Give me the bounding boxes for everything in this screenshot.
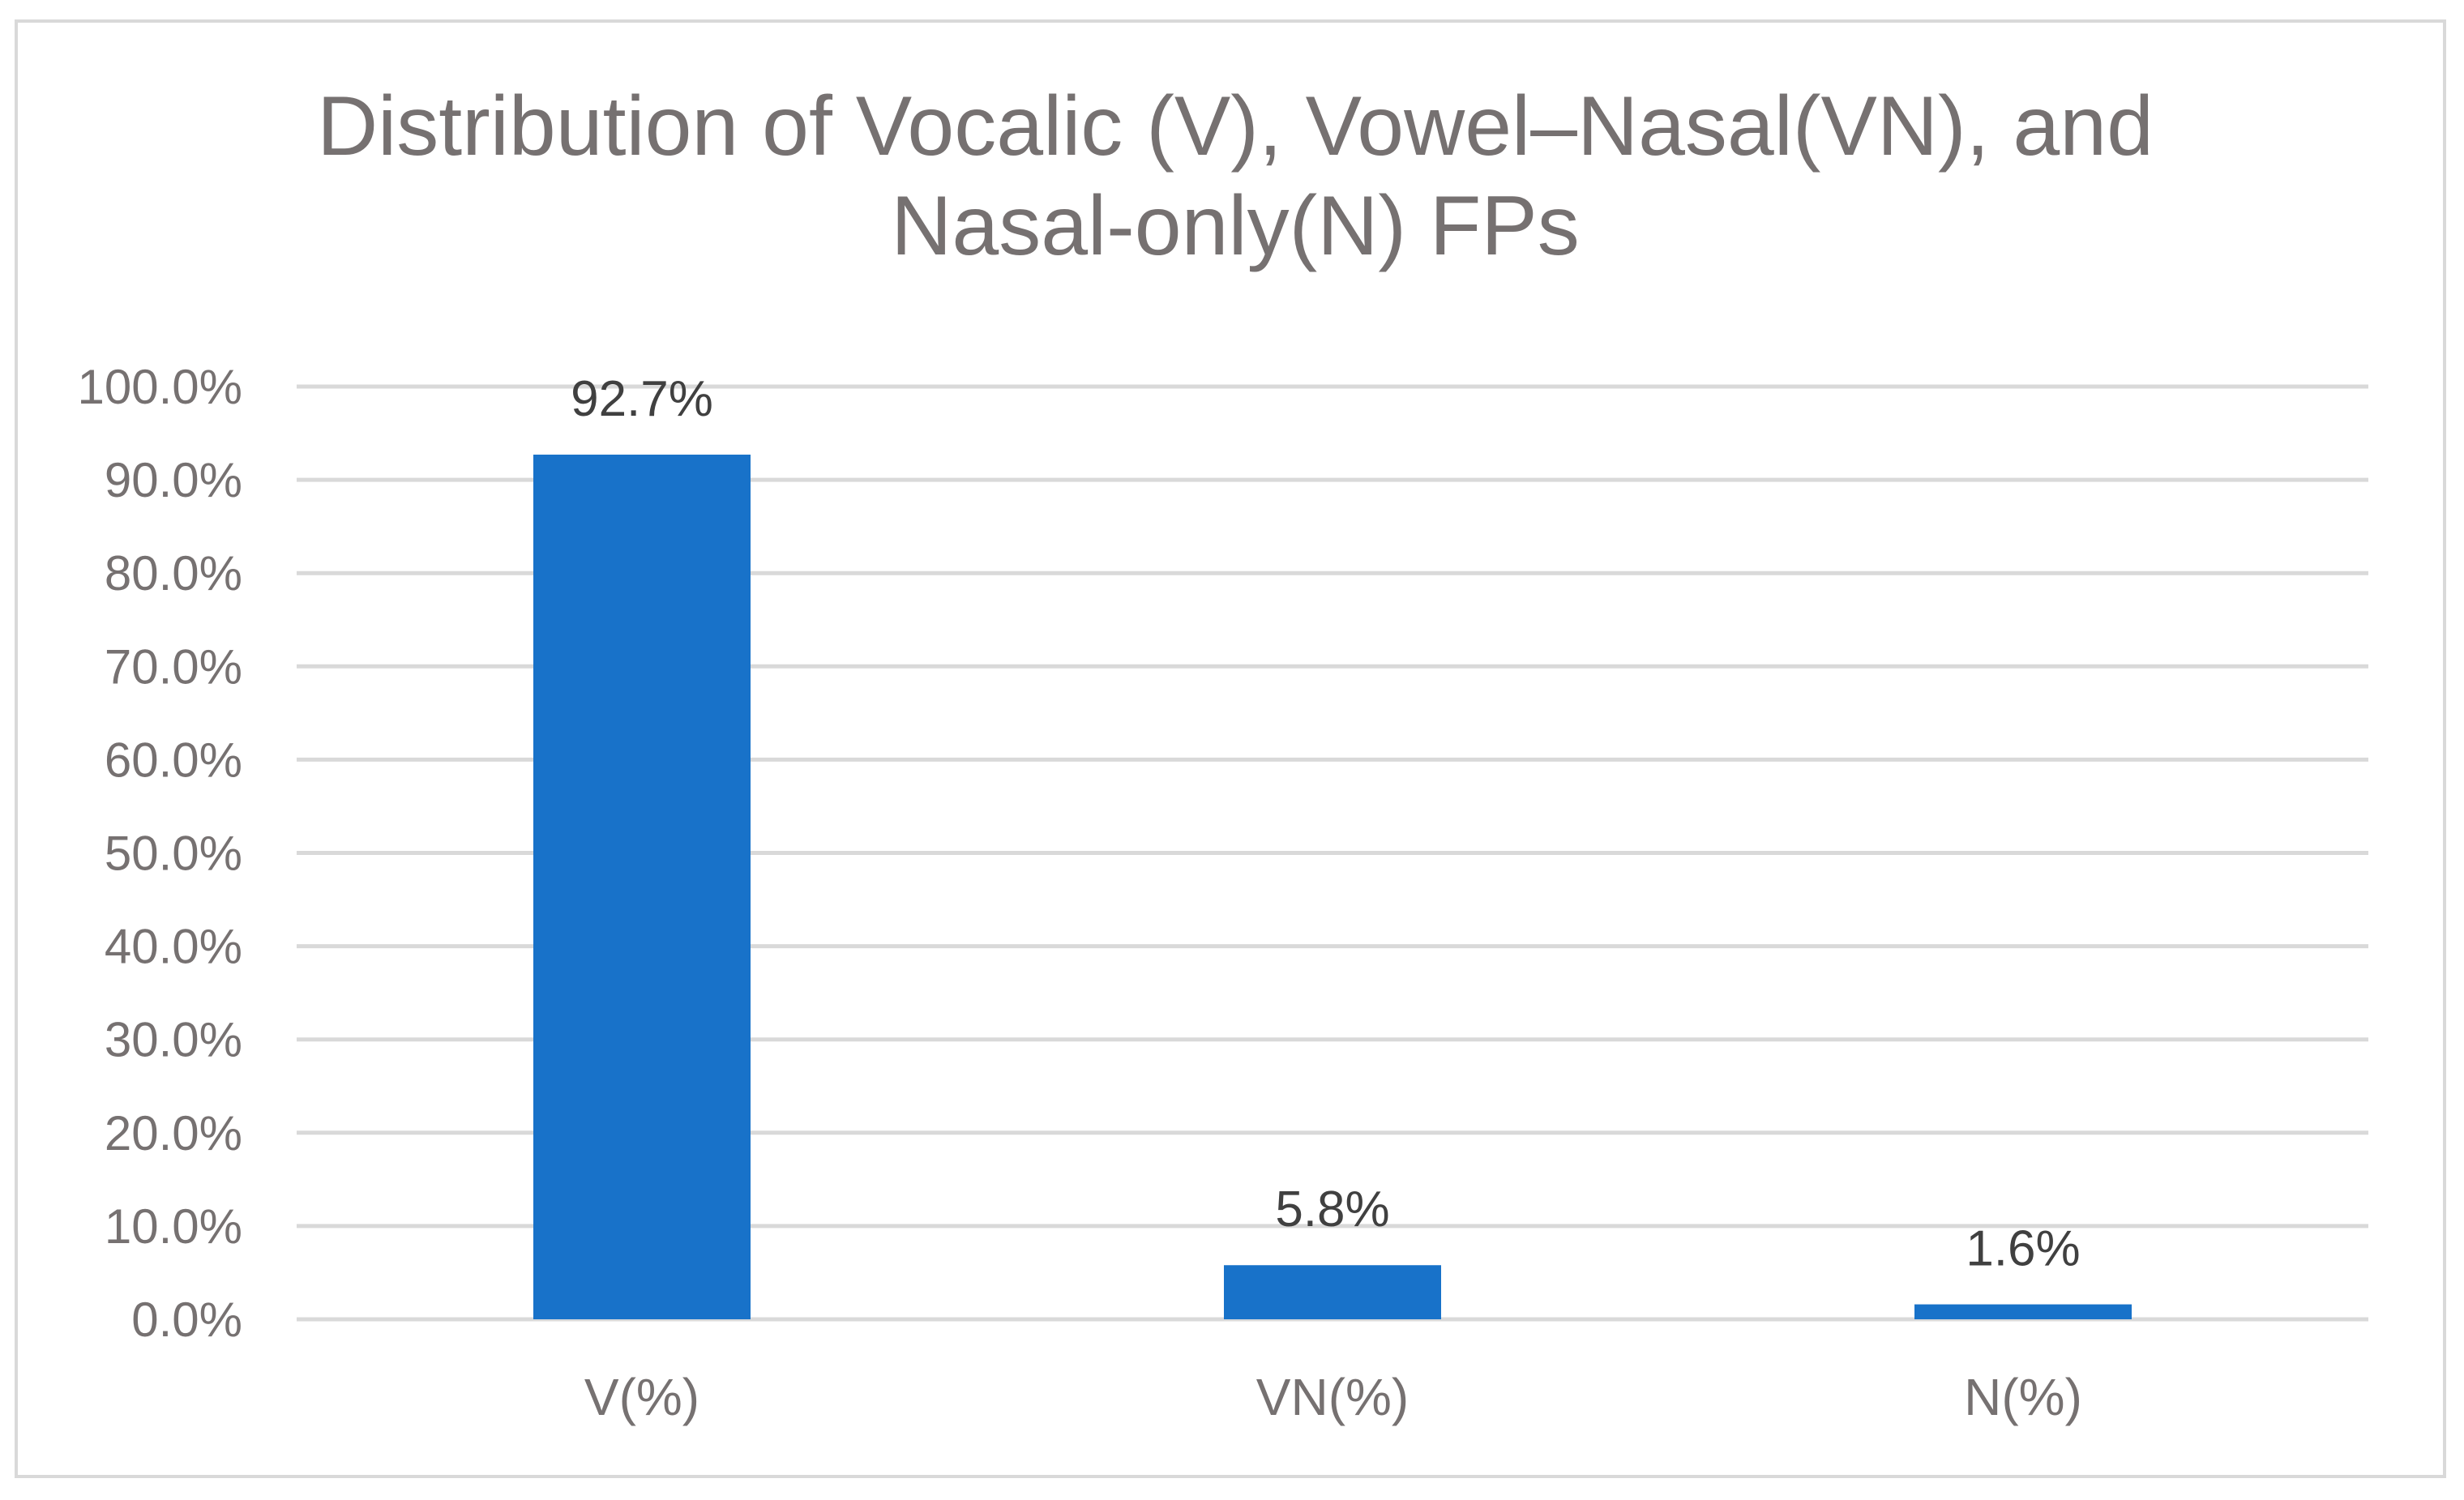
y-tick-label: 30.0% [105, 1013, 242, 1067]
y-tick-label: 0.0% [131, 1293, 242, 1347]
bars [533, 455, 2132, 1320]
data-label: 1.6% [1966, 1221, 2080, 1277]
data-labels: 92.7% 5.8% 1.6% [571, 371, 2081, 1277]
y-tick-label: 20.0% [105, 1106, 242, 1160]
y-tick-label: 100.0% [78, 360, 243, 414]
chart-title-line-1: Distribution of Vocalic (V), Vowel–Nasal… [317, 79, 2154, 173]
x-axis-category-labels: V(%) VN(%) N(%) [584, 1368, 2082, 1426]
x-category-label: V(%) [584, 1368, 699, 1426]
y-tick-label: 40.0% [105, 920, 242, 974]
data-label: 92.7% [571, 371, 713, 427]
y-tick-label: 80.0% [105, 546, 242, 600]
bar [1224, 1265, 1441, 1319]
bar-chart: Distribution of Vocalic (V), Vowel–Nasal… [78, 79, 2368, 1426]
x-category-label: N(%) [1964, 1368, 2082, 1426]
bar [1914, 1304, 2132, 1319]
y-tick-label: 70.0% [105, 639, 242, 694]
chart-frame: Distribution of Vocalic (V), Vowel–Nasal… [15, 19, 2446, 1478]
y-tick-label: 10.0% [105, 1199, 242, 1254]
y-tick-label: 50.0% [105, 827, 242, 881]
data-label: 5.8% [1275, 1182, 1389, 1237]
x-category-label: VN(%) [1256, 1368, 1409, 1426]
y-axis-tick-labels: 0.0% 10.0% 20.0% 30.0% 40.0% 50.0% 60.0% 70.0% 8… [78, 360, 243, 1347]
chart-title: Distribution of Vocalic (V), Vowel–Nasal… [317, 79, 2154, 273]
bar [533, 455, 751, 1320]
y-tick-label: 90.0% [105, 453, 242, 507]
y-tick-label: 60.0% [105, 733, 242, 787]
chart-title-line-2: Nasal-only(N) FPs [891, 179, 1579, 273]
